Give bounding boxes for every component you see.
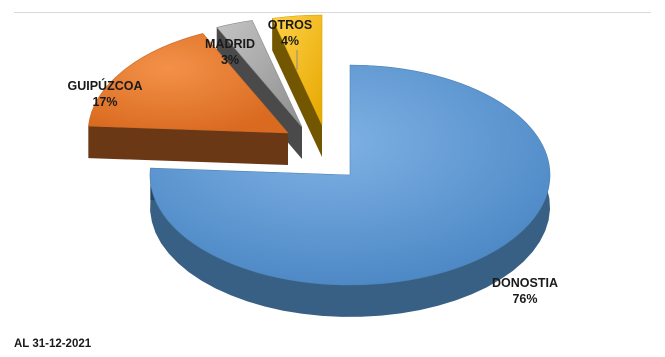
slice-value-donostia: 76% [512, 292, 538, 306]
label-donostia: DONOSTIA 76% [492, 275, 558, 307]
slice-name-otros: OTROS [267, 18, 313, 32]
top-divider [14, 12, 651, 13]
slice-name-guipuzcoa: GUIPÚZCOA [67, 79, 143, 93]
label-madrid: MADRID 3% [205, 36, 255, 68]
slice-name-donostia: DONOSTIA [492, 276, 558, 290]
slice-name-madrid: MADRID [205, 37, 255, 51]
slice-value-otros: 4% [280, 34, 300, 48]
label-guipuzcoa: GUIPÚZCOA 17% [68, 78, 143, 110]
label-otros: OTROS 4% [268, 17, 312, 49]
slice-value-madrid: 3% [220, 53, 240, 67]
slice-guipuzcoa [88, 33, 289, 165]
slice-value-guipuzcoa: 17% [92, 95, 118, 109]
date-footnote: AL 31-12-2021 [14, 338, 92, 350]
slice-donostia [149, 64, 551, 317]
